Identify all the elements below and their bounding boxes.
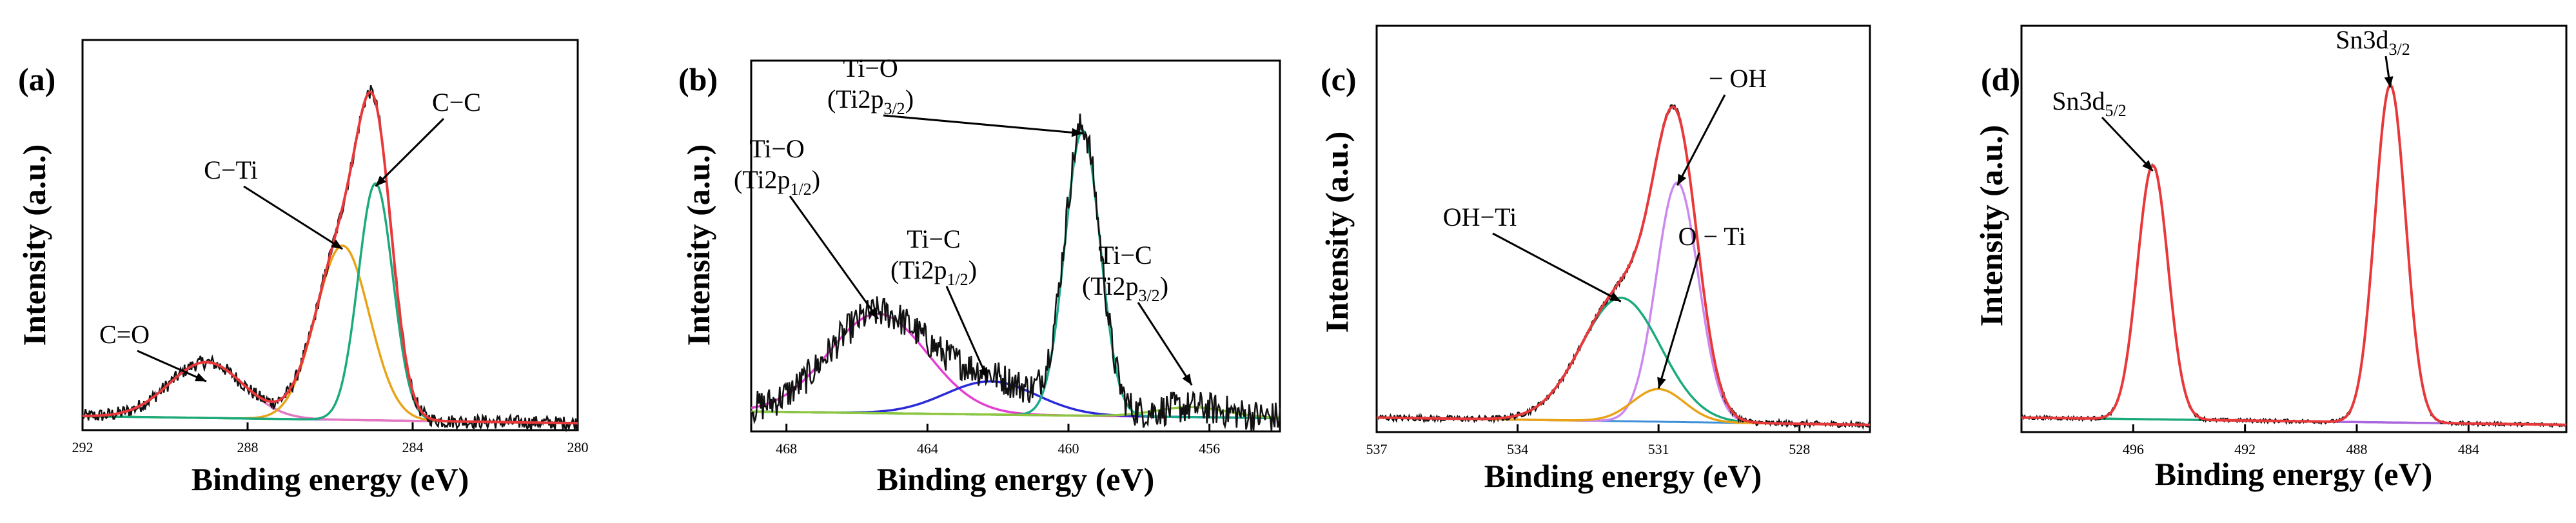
peak-annotation: Sn3d3/2 <box>2335 25 2410 59</box>
plot-frame <box>81 39 579 431</box>
peak-annotation: Ti−O (Ti2p1/2) <box>734 134 820 199</box>
x-tick-label: 534 <box>1507 441 1528 457</box>
x-axis-title: Binding energy (eV) <box>877 461 1155 497</box>
peak-annotation: O − Ti <box>1678 222 1746 251</box>
x-tick-label: 468 <box>776 440 797 457</box>
annotation-arrowhead <box>1609 292 1621 302</box>
annotation-arrow <box>883 114 1083 135</box>
peak-annotation: − OH <box>1709 64 1767 93</box>
annotation-arrowhead <box>868 307 878 319</box>
panel-label: (b) <box>678 61 718 97</box>
series-fitted <box>2021 84 2567 426</box>
annotation-arrowhead <box>195 373 206 382</box>
x-tick-label: 456 <box>1199 440 1220 457</box>
series-raw-data <box>1376 104 1871 430</box>
annotation-arrow <box>137 350 207 382</box>
series-c-c <box>83 182 578 424</box>
y-axis-title: Intensity (a.u.) <box>680 144 716 346</box>
panel-b: 468 464 460 456 Ti−O (Ti2p3/2)Ti−O (Ti2p1/2) Ti… <box>678 54 1281 497</box>
annotation-arrow <box>789 195 880 320</box>
x-tick-label: 496 <box>2123 441 2144 457</box>
annotation-arrow <box>945 286 988 379</box>
x-tick-label: 528 <box>1789 441 1810 457</box>
x-axis-title: Binding energy (eV) <box>2155 456 2433 492</box>
series-oh-ti <box>1377 297 1870 426</box>
x-tick-label: 284 <box>402 439 424 455</box>
annotation-arrow <box>2101 116 2154 172</box>
series-fitted <box>1377 105 1870 426</box>
x-axis-title: Binding energy (eV) <box>192 461 469 497</box>
series-sn3d5-2 <box>2021 164 2567 426</box>
x-tick-label: 288 <box>237 439 259 455</box>
x-tick-label: 460 <box>1058 440 1079 457</box>
panel-d: 496 492 488 484 Sn3d5/2 Sn3d3/2 (d) Binding ene… <box>1973 25 2568 492</box>
annotation-arrowhead <box>375 175 387 186</box>
peak-annotation: C=O <box>99 320 150 349</box>
panel-a: 292 288 284 280 C=O C−Ti C−C (a) Binding energy … <box>16 39 589 497</box>
x-tick-label: 488 <box>2346 441 2368 457</box>
peak-annotation: OH−Ti <box>1443 202 1517 232</box>
peak-annotation: Sn3d5/2 <box>2052 86 2126 120</box>
annotation-arrowhead <box>1071 128 1083 137</box>
series-ti-c-ti2p3-2- <box>751 406 1281 419</box>
panel-label: (a) <box>18 61 55 97</box>
x-tick-label: 280 <box>567 439 589 455</box>
panel-label: (d) <box>1981 61 2020 97</box>
annotation-arrowhead <box>1182 373 1192 386</box>
x-tick-label: 537 <box>1366 441 1388 457</box>
series-sn3d3-2 <box>2021 84 2567 426</box>
peak-annotation: C−C <box>432 88 481 117</box>
annotation-arrowhead <box>331 239 343 250</box>
series-raw-data <box>750 113 1281 432</box>
y-axis-title: Intensity (a.u.) <box>1973 125 2009 327</box>
annotation-arrowhead <box>2384 76 2394 88</box>
plot-frame <box>2020 25 2568 433</box>
x-tick-label: 292 <box>72 439 93 455</box>
panel-c: 537 534 531 528 − OH OH−Ti O − Ti (c) Binding en… <box>1319 25 1871 494</box>
plot-frame <box>750 59 1281 433</box>
plot-frame <box>1375 25 1871 433</box>
peak-annotation: Ti−C (Ti2p3/2) <box>1082 241 1168 305</box>
annotation-arrow <box>375 117 445 187</box>
x-tick-label: 492 <box>2234 441 2256 457</box>
annotation-arrowhead <box>979 366 988 379</box>
peak-annotation: Ti−O (Ti2p3/2) <box>827 54 914 118</box>
series-fitted <box>82 90 578 425</box>
annotation-arrow <box>1492 232 1622 302</box>
annotation-arrow <box>1137 302 1193 386</box>
annotation-arrow <box>1657 252 1700 389</box>
annotation-arrow <box>1676 94 1726 186</box>
annotation-arrow <box>243 185 344 250</box>
series-raw-data <box>2021 83 2567 428</box>
x-axis-title: Binding energy (eV) <box>1484 458 1762 494</box>
annotation-arrowhead <box>1657 377 1666 389</box>
peak-annotation: C−Ti <box>204 155 257 184</box>
series-ti-o-ti2p1-2- <box>751 312 1281 420</box>
x-tick-label: 484 <box>2458 441 2479 457</box>
x-tick-label: 464 <box>917 440 938 457</box>
y-axis-title: Intensity (a.u.) <box>1319 132 1355 333</box>
annotation-arrowhead <box>2142 160 2153 171</box>
x-tick-label: 531 <box>1648 441 1669 457</box>
panel-label: (c) <box>1321 61 1357 97</box>
y-axis-title: Intensity (a.u.) <box>16 144 52 346</box>
annotation-arrowhead <box>1677 173 1687 186</box>
peak-annotation: Ti−C (Ti2p1/2) <box>890 224 977 289</box>
